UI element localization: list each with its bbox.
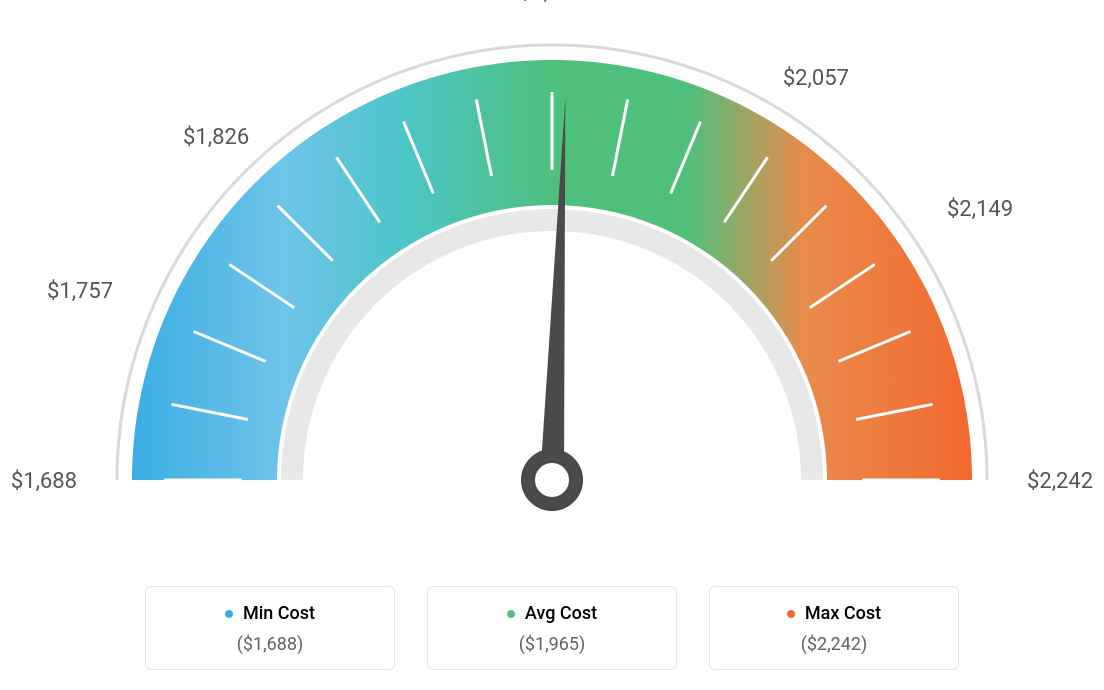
legend-row: Min Cost ($1,688) Avg Cost ($1,965) Max … — [0, 586, 1104, 670]
svg-text:$1,757: $1,757 — [47, 279, 113, 304]
dot-avg-icon — [507, 610, 515, 618]
legend-card-max: Max Cost ($2,242) — [709, 586, 959, 670]
legend-max-title: Max Cost — [805, 603, 881, 624]
legend-card-avg: Avg Cost ($1,965) — [427, 586, 677, 670]
legend-avg-title: Avg Cost — [525, 603, 597, 624]
cost-gauge-widget: $1,688 $1,757 $1,826 $1,965 $2,057 $2,149 $2,2… — [0, 0, 1104, 690]
svg-text:$2,242: $2,242 — [1027, 469, 1093, 494]
legend-min-title: Min Cost — [243, 603, 315, 624]
gauge-chart: $1,688 $1,757 $1,826 $1,965 $2,057 $2,149 $2,2… — [0, 0, 1104, 560]
svg-text:$2,057: $2,057 — [783, 66, 849, 91]
svg-text:$1,965: $1,965 — [519, 0, 585, 5]
svg-text:$1,826: $1,826 — [183, 125, 249, 150]
svg-text:$2,149: $2,149 — [947, 197, 1013, 222]
dot-min-icon — [225, 610, 233, 618]
legend-min-value: ($1,688) — [158, 634, 382, 655]
dot-max-icon — [787, 610, 795, 618]
legend-card-min: Min Cost ($1,688) — [145, 586, 395, 670]
svg-text:$1,688: $1,688 — [11, 469, 77, 494]
legend-max-value: ($2,242) — [722, 634, 946, 655]
legend-avg-value: ($1,965) — [440, 634, 664, 655]
